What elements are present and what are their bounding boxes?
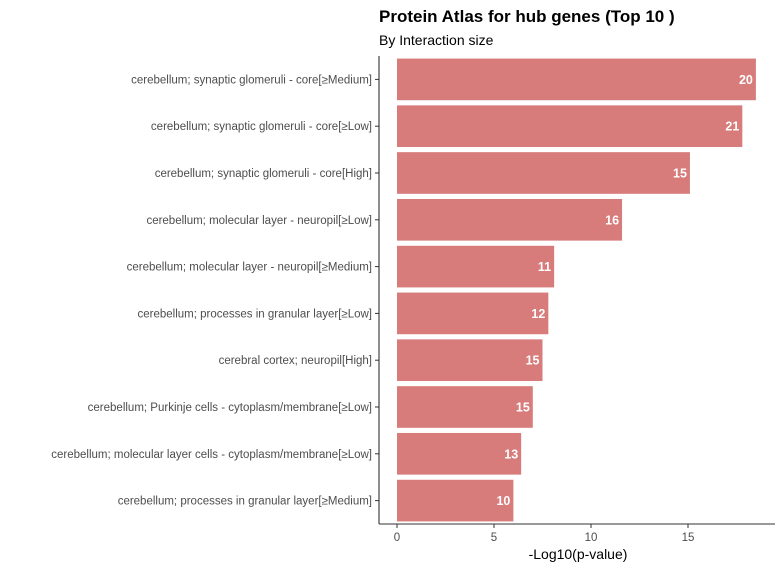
bar-value-label: 10 — [496, 494, 510, 508]
bar-value-label: 12 — [531, 307, 545, 321]
bar — [397, 245, 555, 288]
category-label: cerebellum; synaptic glomeruli - core[Hi… — [155, 168, 372, 180]
bar-value-label: 15 — [673, 167, 687, 181]
bar — [397, 339, 543, 382]
chart-subtitle: By Interaction size — [379, 32, 494, 48]
bar — [397, 198, 623, 241]
x-tick-label: 10 — [585, 532, 598, 544]
bar — [397, 386, 533, 428]
chart-title: Protein Atlas for hub genes (Top 10 ) — [379, 7, 675, 26]
bar — [397, 292, 549, 335]
bar — [397, 105, 743, 148]
category-label: cerebellum; processes in granular layer[… — [118, 496, 372, 508]
category-label: cerebellum; molecular layer - neuropil[≥… — [127, 262, 372, 274]
category-label: cerebellum; molecular layer cells - cyto… — [51, 449, 372, 461]
bar-value-label: 21 — [725, 120, 739, 134]
category-label: cerebellum; synaptic glomeruli - core[≥L… — [151, 121, 372, 133]
category-label: cerebellum; molecular layer - neuropil[≥… — [146, 215, 372, 227]
bar — [397, 479, 514, 522]
bar-value-labels: 20 21 15 16 11 12 15 15 13 10 — [496, 73, 752, 508]
category-label: cerebellum; processes in granular layer[… — [137, 308, 372, 320]
x-tick-label: 5 — [491, 532, 497, 544]
category-label: cerebellum; Purkinje cells - cytoplasm/m… — [88, 402, 372, 414]
bar — [397, 432, 522, 475]
bar-value-label: 16 — [605, 213, 619, 227]
axes: 0 5 10 15 — [375, 56, 775, 544]
category-label: cerebellum; synaptic glomeruli - core[≥M… — [131, 74, 372, 86]
bar — [397, 152, 690, 194]
bar — [397, 58, 756, 101]
bars-group — [397, 58, 756, 522]
category-label: cerebral cortex; neuropil[High] — [219, 355, 372, 367]
x-tick-label: 0 — [394, 532, 400, 544]
bar-value-label: 15 — [526, 354, 540, 368]
bar-value-label: 20 — [739, 73, 753, 87]
category-labels: cerebellum; synaptic glomeruli - core[≥M… — [51, 74, 372, 507]
bar-value-label: 11 — [538, 260, 551, 274]
x-axis-title: -Log10(p-value) — [529, 546, 628, 562]
x-tick-label: 15 — [682, 532, 695, 544]
bar-value-label: 13 — [504, 447, 518, 461]
bar-value-label: 15 — [516, 401, 530, 415]
